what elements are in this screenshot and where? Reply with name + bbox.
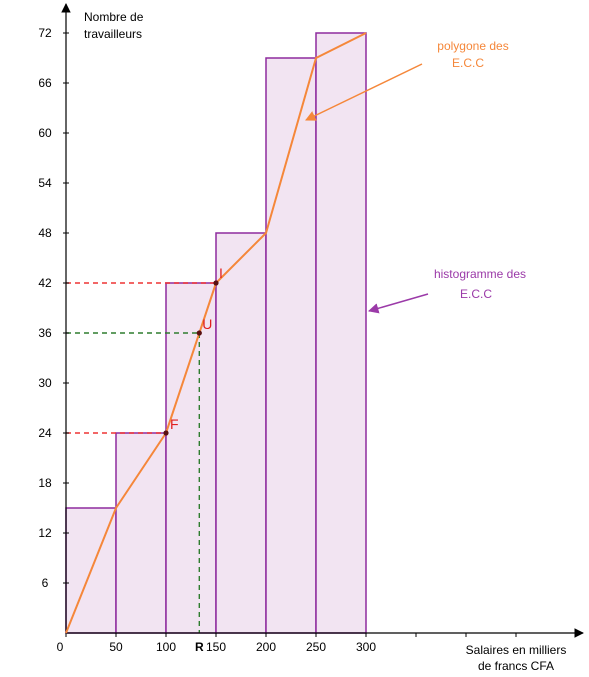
histogram-annotation-arrow [367, 293, 429, 314]
x-tick-label-0: 0 [57, 640, 64, 654]
y-tick-label-24: 24 [38, 426, 52, 440]
y-tick-label-54: 54 [38, 176, 52, 190]
y-tick-label-48: 48 [38, 226, 52, 240]
y-tick-label-30: 30 [38, 376, 52, 390]
histogram-bar-3 [165, 282, 217, 634]
point-u [196, 330, 202, 336]
polygon-annotation-line-2: E.C.C [452, 56, 484, 70]
x-tick-label-100: 100 [156, 640, 176, 654]
histogram-annotation-line-2: E.C.C [460, 287, 492, 301]
axes [61, 3, 584, 638]
y-tick-label-72: 72 [38, 26, 52, 40]
histogram-bar-4 [215, 232, 267, 634]
polygon-annotation-line-1: polygone des [437, 39, 508, 53]
ticks: 6 12 18 24 30 36 42 48 54 60 66 72 0 50 100 150 200 250 30… [38, 26, 517, 654]
point-label-f: F [170, 416, 179, 432]
point-f [163, 430, 169, 436]
x-tick-label-r: R [195, 640, 204, 654]
y-tick-label-12: 12 [38, 526, 52, 540]
point-label-u: U [202, 316, 212, 332]
y-tick-label-6: 6 [42, 576, 49, 590]
x-tick-label-200: 200 [256, 640, 276, 654]
y-axis-title-line-1: Nombre de [84, 10, 144, 24]
x-tick-label-150: 150 [206, 640, 226, 654]
histogram-bar-6 [315, 32, 367, 634]
y-tick-label-42: 42 [38, 276, 52, 290]
x-tick-label-300: 300 [356, 640, 376, 654]
reading-guides [66, 282, 216, 633]
polygon-annotation-arrow [305, 63, 423, 121]
y-tick-label-36: 36 [38, 326, 52, 340]
x-tick-label-50: 50 [109, 640, 123, 654]
histogram-bar-2 [115, 432, 167, 634]
point-i [213, 280, 219, 286]
y-tick-label-60: 60 [38, 126, 52, 140]
point-label-i: I [219, 265, 223, 281]
histogram-bars [65, 32, 367, 634]
marked-points: F U I [163, 265, 223, 436]
y-axis-title-line-2: travailleurs [84, 27, 142, 41]
x-axis-title-line-2: de francs CFA [478, 659, 554, 673]
y-tick-label-18: 18 [38, 476, 52, 490]
x-axis-title-line-1: Salaires en milliers [466, 643, 567, 657]
x-tick-label-250: 250 [306, 640, 326, 654]
histogram-annotation-line-1: histogramme des [434, 267, 526, 281]
y-tick-label-66: 66 [38, 76, 52, 90]
